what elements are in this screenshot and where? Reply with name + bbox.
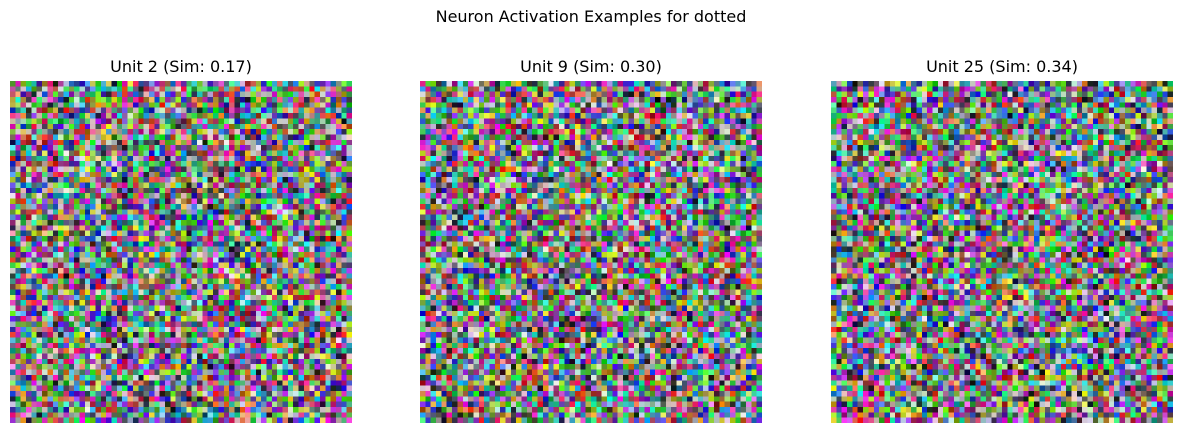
figure-title: Neuron Activation Examples for dotted	[435, 7, 747, 26]
activation-noise-image	[10, 81, 352, 423]
panel-unit-2: Unit 2 (Sim: 0.17)	[10, 56, 352, 424]
panel-title: Unit 25 (Sim: 0.34)	[926, 57, 1078, 76]
activation-noise-image	[831, 81, 1173, 423]
panel-title: Unit 9 (Sim: 0.30)	[520, 57, 662, 76]
activation-noise-image	[420, 81, 762, 423]
panel-unit-9: Unit 9 (Sim: 0.30)	[420, 56, 762, 424]
panel-title: Unit 2 (Sim: 0.17)	[110, 57, 252, 76]
panel-unit-25: Unit 25 (Sim: 0.34)	[831, 56, 1173, 424]
